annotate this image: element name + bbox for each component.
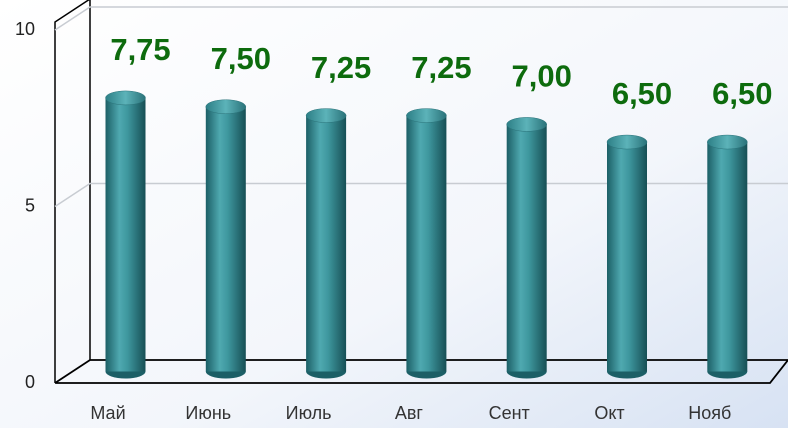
x-tick-label: Нояб [688, 403, 731, 423]
bar [205, 106, 246, 372]
bar [306, 115, 347, 372]
x-tick-label: Сент [489, 403, 530, 423]
value-label: 7,50 [211, 41, 271, 76]
value-label: 7,75 [110, 32, 170, 67]
bar [406, 115, 447, 372]
y-tick-label: 5 [25, 195, 35, 215]
x-tick-label: Май [90, 403, 125, 423]
value-label: 6,50 [712, 76, 772, 111]
bar-top [606, 134, 648, 150]
x-tick-label: Окт [594, 403, 624, 423]
bar [607, 142, 647, 372]
bar-top [105, 90, 146, 106]
bar-top [707, 134, 748, 150]
y-tick-label: 10 [15, 19, 35, 39]
grid-line [54, 182, 788, 208]
bar-top [406, 108, 447, 123]
bar-top [506, 117, 547, 132]
bar-top [305, 108, 347, 123]
bar [105, 97, 146, 372]
y-tick-label: 0 [25, 372, 35, 392]
bar [707, 142, 748, 372]
floor [54, 359, 788, 384]
x-tick-label: Июнь [185, 403, 231, 423]
value-label: 7,00 [512, 59, 572, 94]
x-tick-label: Авг [395, 403, 424, 423]
back-wall-edge [54, 0, 91, 383]
value-label: 7,25 [311, 50, 371, 85]
bar [506, 124, 547, 372]
bar-top [205, 99, 247, 114]
value-label: 6,50 [612, 76, 672, 111]
grid-line [54, 6, 788, 31]
x-tick-label: Июль [286, 403, 332, 423]
value-label: 7,25 [411, 50, 471, 85]
